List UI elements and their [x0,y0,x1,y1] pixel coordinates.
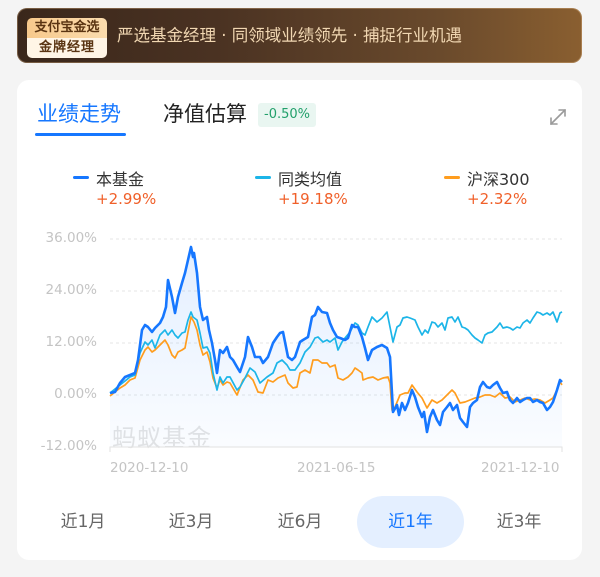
period-1-month[interactable]: 近1月 [60,512,106,532]
y-tick-label: 12.00% [45,334,97,350]
y-tick-label: 24.00% [45,282,97,298]
fund-area-fill [110,247,562,447]
legend-value: +19.18% [278,190,348,208]
legend-label: 本基金 [96,170,145,189]
badge-top-label: 支付宝金选 [27,18,107,38]
legend-swatch [444,176,460,179]
gold-manager-badge: 支付宝金选 金牌经理 [27,18,107,58]
expand-arrows-icon[interactable] [546,106,570,128]
series-line-2 [109,316,563,411]
period-3-months[interactable]: 近3月 [168,512,214,532]
legend-label: 同类均值 [278,170,343,189]
legend-swatch [73,176,89,179]
period-1-year[interactable]: 近1年 [357,496,464,548]
period-3-years[interactable]: 近3年 [496,512,542,532]
estimate-change-badge: -0.50% [258,103,316,127]
tab-nav-estimate[interactable]: 净值估算 [163,102,247,126]
legend-value: +2.32% [467,190,528,208]
performance-card [17,80,582,560]
y-tick-label: -12.00% [40,438,97,454]
period-6-months[interactable]: 近6月 [277,512,323,532]
x-tick-label: 2020-12-10 [110,460,189,476]
legend-label: 沪深300 [467,170,530,189]
badge-bottom-label: 金牌经理 [27,38,107,58]
legend-swatch [255,176,271,179]
y-tick-label: 0.00% [54,386,97,402]
legend-value: +2.99% [96,190,157,208]
tab-performance-trend[interactable]: 业绩走势 [37,102,121,126]
x-tick-label: 2021-12-10 [481,460,560,476]
banner-text: 严选基金经理 · 同领域业绩领先 · 捕捉行业机遇 [117,26,462,45]
active-tab-indicator [35,133,126,136]
series-line-0 [109,245,563,434]
promo-banner[interactable]: 支付宝金选 金牌经理 严选基金经理 · 同领域业绩领先 · 捕捉行业机遇 [17,8,582,63]
x-tick-label: 2021-06-15 [297,460,376,476]
y-tick-label: 36.00% [45,230,97,246]
